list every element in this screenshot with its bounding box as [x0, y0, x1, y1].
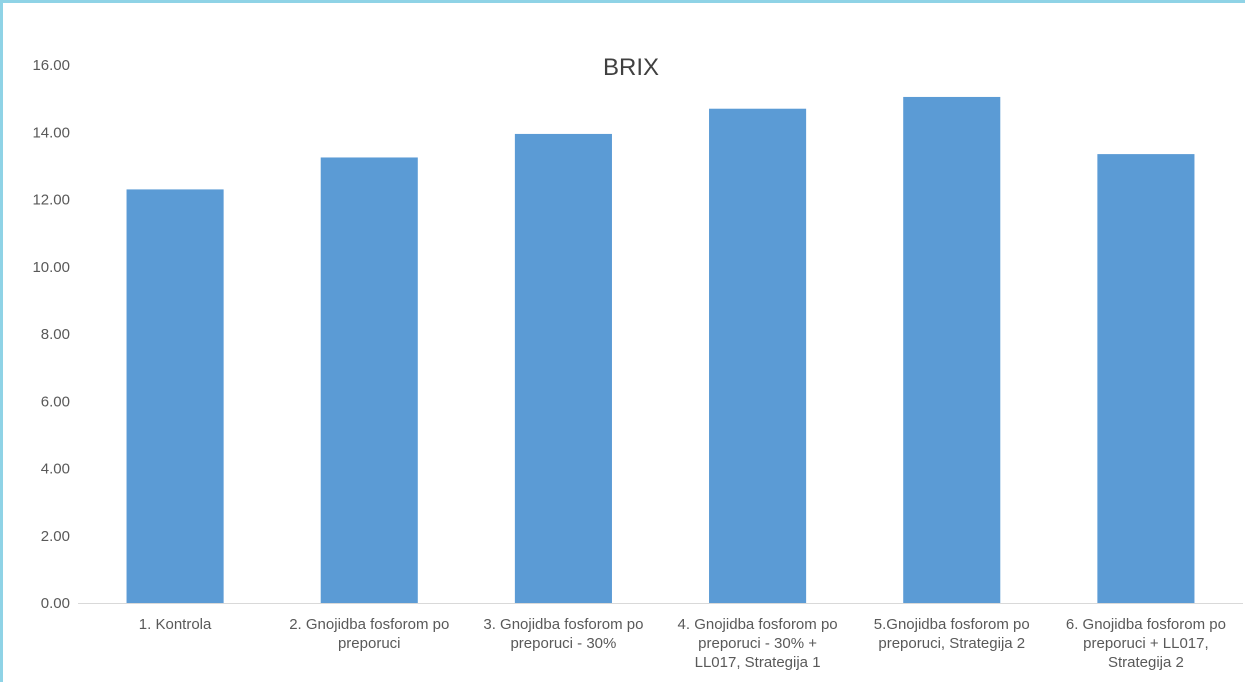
bar	[320, 157, 418, 603]
x-category-label: 4. Gnojidba fosforom po preporuci - 30% +…	[678, 616, 838, 671]
y-tick-label: 0.00	[41, 595, 70, 612]
y-tick-label: 16.00	[32, 57, 70, 74]
x-category-label-line: preporuci - 30% +	[698, 635, 817, 652]
x-category-label-line: preporuci, Strategija 2	[878, 635, 1025, 652]
x-category-label-line: preporuci + LL017,	[1083, 635, 1209, 652]
x-category-label-line: preporuci	[338, 635, 401, 652]
y-tick-label: 14.00	[32, 124, 70, 141]
x-axis: 1. Kontrola 2. Gnojidba fosforom po prepor…	[139, 616, 1226, 671]
x-category-label-line: LL017, Strategija 1	[695, 654, 821, 671]
bar	[709, 108, 807, 604]
x-category-label-line: 4. Gnojidba fosforom po	[678, 616, 838, 633]
bar	[1097, 154, 1195, 603]
y-tick-label: 4.00	[41, 461, 70, 478]
y-tick-label: 8.00	[41, 326, 70, 343]
bar	[126, 189, 224, 603]
x-category-label: 2. Gnojidba fosforom po preporuci	[289, 616, 449, 652]
x-category-label-line: 1. Kontrola	[139, 616, 212, 633]
x-category-label-line: 6. Gnojidba fosforom po	[1066, 616, 1226, 633]
x-category-label-line: Strategija 2	[1108, 654, 1184, 671]
y-axis: 0.00 2.00 4.00 6.00 8.00 10.00 12.00 14.00 16.00	[32, 57, 1243, 612]
chart-title: BRIX	[603, 54, 659, 81]
bar-chart: BRIX 0.00 2.00 4.00 6.00 8.00 10.00 12.00 14.00…	[32, 54, 1243, 671]
bar	[903, 96, 1001, 603]
x-category-label-line: 2. Gnojidba fosforom po	[289, 616, 449, 633]
y-tick-label: 12.00	[32, 192, 70, 209]
y-tick-label: 10.00	[32, 259, 70, 276]
x-category-label: 3. Gnojidba fosforom po preporuci - 30%	[483, 616, 643, 652]
x-category-label: 6. Gnojidba fosforom po preporuci + LL017…	[1066, 616, 1226, 671]
x-category-label-line: 5.Gnojidba fosforom po	[874, 616, 1030, 633]
bar	[514, 133, 612, 603]
y-tick-label: 6.00	[41, 393, 70, 410]
x-category-label: 1. Kontrola	[139, 616, 212, 633]
x-category-label-line: 3. Gnojidba fosforom po	[483, 616, 643, 633]
bars	[126, 96, 1195, 604]
y-tick-label: 2.00	[41, 528, 70, 545]
x-category-label-line: preporuci - 30%	[510, 635, 616, 652]
x-category-label: 5.Gnojidba fosforom po preporuci, Strateg…	[874, 616, 1030, 652]
